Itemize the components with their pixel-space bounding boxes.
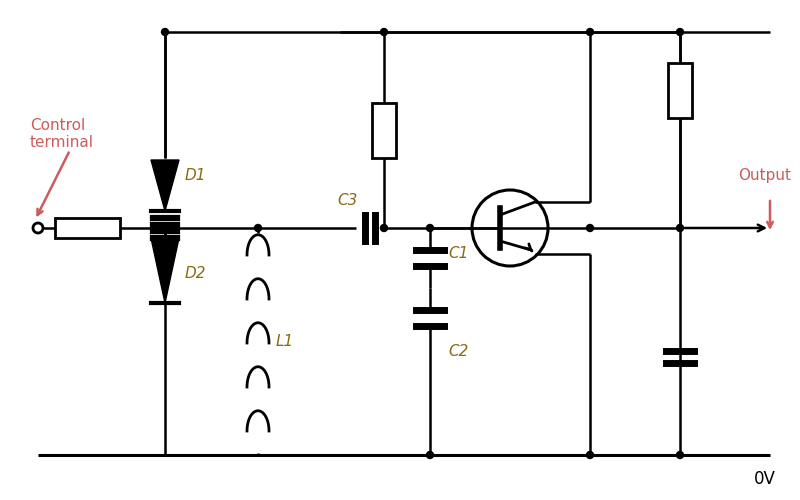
Text: 0V: 0V [754,470,776,488]
Circle shape [586,28,594,35]
Polygon shape [151,160,179,211]
Text: C3: C3 [338,193,358,208]
Circle shape [426,452,434,458]
Bar [372,102,396,158]
Text: C2: C2 [448,344,468,359]
Text: Control
terminal: Control terminal [30,118,94,150]
Bar [55,218,120,238]
Polygon shape [151,238,179,303]
Circle shape [162,28,169,35]
Circle shape [381,28,387,35]
Circle shape [586,224,594,232]
Text: Output: Output [738,168,791,183]
Circle shape [426,224,434,232]
Circle shape [381,224,387,232]
Circle shape [162,224,169,232]
Circle shape [677,452,683,458]
Text: D2: D2 [185,266,206,281]
Circle shape [586,452,594,458]
Text: C1: C1 [448,246,468,260]
Circle shape [677,28,683,35]
Text: L1: L1 [276,334,294,349]
Circle shape [254,224,262,232]
Bar [668,62,692,118]
Text: D1: D1 [185,168,206,182]
Circle shape [677,224,683,232]
